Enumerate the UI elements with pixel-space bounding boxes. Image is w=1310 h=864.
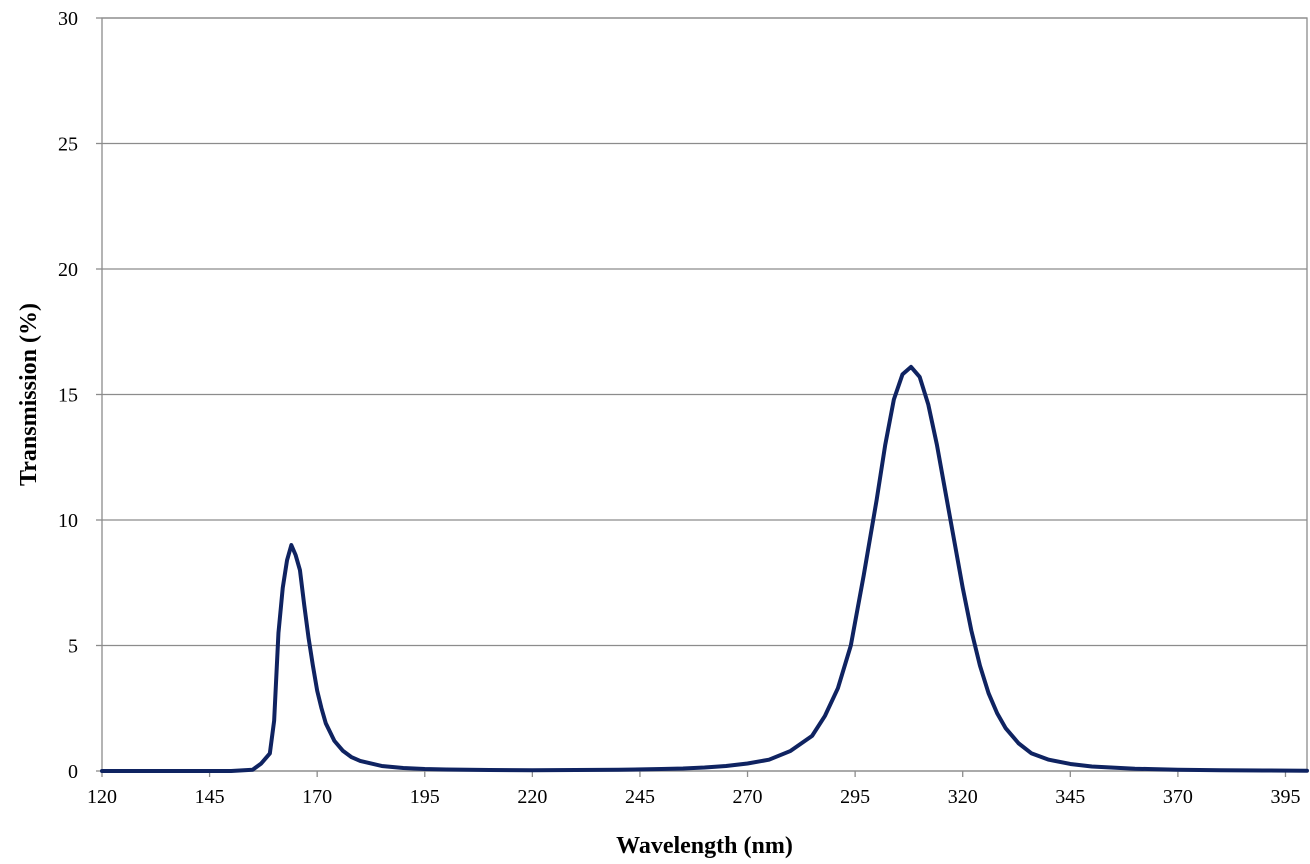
x-tick-label-370: 370: [1163, 786, 1193, 808]
x-tick-label-170: 170: [302, 786, 332, 808]
x-tick-label-220: 220: [517, 786, 547, 808]
x-tick-label-270: 270: [733, 786, 763, 808]
y-axis-title: Transmission (%): [16, 303, 42, 486]
x-tick-label-345: 345: [1055, 786, 1085, 808]
y-tick-label-30: 30: [58, 8, 78, 30]
y-tick-labels: 0 5 10 15 20 25 30: [58, 8, 78, 783]
x-axis-title: Wavelength (nm): [616, 833, 793, 859]
x-tick-label-395: 395: [1270, 786, 1300, 808]
y-tick-label-0: 0: [68, 761, 78, 783]
x-tick-label-320: 320: [948, 786, 978, 808]
x-tick-label-195: 195: [410, 786, 440, 808]
y-tick-label-20: 20: [58, 259, 78, 281]
x-tick-labels: 120 145 170 195 220 245 270 295 320 345 370 395: [87, 786, 1300, 808]
y-tick-label-15: 15: [58, 385, 78, 407]
x-tick-label-295: 295: [840, 786, 870, 808]
y-tick-label-5: 5: [68, 636, 78, 658]
x-tick-label-145: 145: [195, 786, 225, 808]
x-tick-label-120: 120: [87, 786, 117, 808]
series-layer: [102, 367, 1307, 771]
y-tick-label-10: 10: [58, 510, 78, 532]
x-tick-label-245: 245: [625, 786, 655, 808]
series-line-0: [102, 367, 1307, 771]
y-tick-label-25: 25: [58, 134, 78, 156]
